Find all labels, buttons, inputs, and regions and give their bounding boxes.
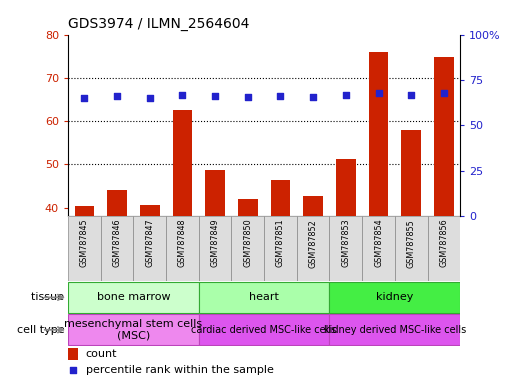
Bar <box>336 159 356 381</box>
Point <box>309 94 317 100</box>
FancyBboxPatch shape <box>68 314 199 345</box>
Text: GSM787853: GSM787853 <box>342 219 350 268</box>
FancyBboxPatch shape <box>100 216 133 281</box>
Text: count: count <box>86 349 117 359</box>
Text: GSM787855: GSM787855 <box>407 219 416 268</box>
Point <box>145 95 154 101</box>
Text: heart: heart <box>249 292 279 302</box>
Bar <box>369 52 388 381</box>
Text: kidney: kidney <box>376 292 414 302</box>
FancyBboxPatch shape <box>133 216 166 281</box>
Text: GDS3974 / ILMN_2564604: GDS3974 / ILMN_2564604 <box>68 17 249 31</box>
Text: percentile rank within the sample: percentile rank within the sample <box>86 365 274 375</box>
FancyBboxPatch shape <box>329 282 460 313</box>
Point <box>80 95 88 101</box>
Text: GSM787846: GSM787846 <box>112 219 121 267</box>
FancyBboxPatch shape <box>362 216 395 281</box>
Text: GSM787854: GSM787854 <box>374 219 383 268</box>
Bar <box>238 199 257 381</box>
Point <box>69 367 77 373</box>
Text: GSM787848: GSM787848 <box>178 219 187 267</box>
FancyBboxPatch shape <box>264 216 297 281</box>
Bar <box>271 180 290 381</box>
Text: cell type: cell type <box>17 325 68 335</box>
Bar <box>206 170 225 381</box>
FancyBboxPatch shape <box>231 216 264 281</box>
Point <box>342 93 350 99</box>
FancyBboxPatch shape <box>68 282 199 313</box>
FancyBboxPatch shape <box>199 282 329 313</box>
FancyBboxPatch shape <box>329 314 460 345</box>
Text: GSM787847: GSM787847 <box>145 219 154 268</box>
Bar <box>303 196 323 381</box>
Text: bone marrow: bone marrow <box>97 292 170 302</box>
FancyBboxPatch shape <box>428 216 460 281</box>
Text: GSM787845: GSM787845 <box>80 219 89 268</box>
Point <box>276 93 285 99</box>
Bar <box>107 190 127 381</box>
FancyBboxPatch shape <box>199 314 329 345</box>
Point <box>113 93 121 99</box>
Text: cardiac derived MSC-like cells: cardiac derived MSC-like cells <box>191 325 337 335</box>
Point <box>178 91 187 98</box>
Point <box>440 89 448 96</box>
FancyBboxPatch shape <box>68 216 100 281</box>
FancyBboxPatch shape <box>329 216 362 281</box>
Text: GSM787851: GSM787851 <box>276 219 285 268</box>
Text: GSM787849: GSM787849 <box>211 219 220 268</box>
Text: tissue: tissue <box>31 292 68 302</box>
Text: GSM787852: GSM787852 <box>309 219 317 268</box>
Point <box>374 89 383 96</box>
Point <box>211 93 219 99</box>
Bar <box>140 205 160 381</box>
Point <box>407 91 415 98</box>
FancyBboxPatch shape <box>395 216 428 281</box>
Bar <box>402 130 421 381</box>
Bar <box>173 110 192 381</box>
FancyBboxPatch shape <box>199 216 231 281</box>
Bar <box>74 206 94 381</box>
Bar <box>68 348 78 360</box>
Text: GSM787850: GSM787850 <box>243 219 252 268</box>
Text: kidney derived MSC-like cells: kidney derived MSC-like cells <box>324 325 466 335</box>
FancyBboxPatch shape <box>297 216 329 281</box>
Text: GSM787856: GSM787856 <box>439 219 448 268</box>
Text: mesenchymal stem cells
(MSC): mesenchymal stem cells (MSC) <box>64 319 202 341</box>
FancyBboxPatch shape <box>166 216 199 281</box>
Bar <box>434 57 453 381</box>
Point <box>244 94 252 100</box>
